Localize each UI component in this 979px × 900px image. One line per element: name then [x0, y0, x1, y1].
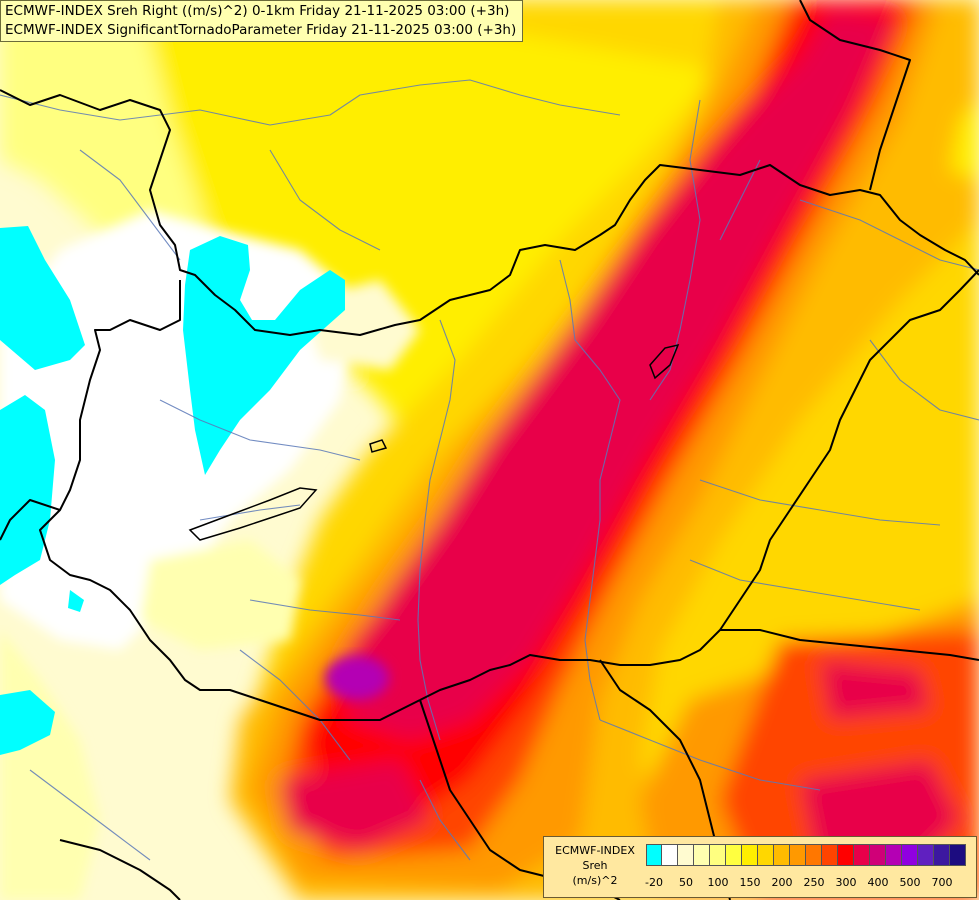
legend-swatch — [822, 844, 838, 866]
legend-swatch — [742, 844, 758, 866]
legend-tick-label: 50 — [679, 876, 693, 889]
legend-swatch — [838, 844, 854, 866]
lakes — [188, 343, 680, 541]
legend-tick-label: 250 — [803, 876, 825, 889]
legend-swatch — [790, 844, 806, 866]
legend-tick-label: 400 — [867, 876, 889, 889]
legend-swatch — [886, 844, 902, 866]
legend-tick-label: 150 — [739, 876, 761, 889]
map-title: ECMWF-INDEX Sreh Right ((m/s)^2) 0-1km F… — [0, 0, 524, 42]
legend-line-3: (m/s)^2 — [572, 874, 618, 887]
legend-line-1: ECMWF-INDEX — [555, 844, 635, 857]
legend-swatch — [678, 844, 694, 866]
legend-swatch — [710, 844, 726, 866]
title-line-2: ECMWF-INDEX SignificantTornadoParameter … — [5, 22, 517, 38]
legend-line-2: Sreh — [582, 859, 608, 872]
color-legend: ECMWF-INDEX Sreh (m/s)^2 -20 50 100 150 200 2… — [543, 836, 977, 898]
legend-swatch — [934, 844, 950, 866]
legend-tick-label: 300 — [835, 876, 857, 889]
legend-swatch — [758, 844, 774, 866]
legend-swatch — [694, 844, 710, 866]
legend-swatch — [806, 844, 822, 866]
legend-swatch — [918, 844, 934, 866]
legend-swatch — [854, 844, 870, 866]
legend-title: ECMWF-INDEX Sreh (m/s)^2 — [546, 843, 644, 888]
legend-swatch — [870, 844, 886, 866]
legend-swatch — [902, 844, 918, 866]
legend-swatch — [726, 844, 742, 866]
legend-swatch — [950, 844, 966, 866]
legend-swatch — [662, 844, 678, 866]
legend-tick-label: 700 — [931, 876, 953, 889]
legend-swatches — [646, 844, 966, 866]
legend-tick-label: 100 — [707, 876, 729, 889]
legend-tick-label: 200 — [771, 876, 793, 889]
legend-tick-label: 500 — [899, 876, 921, 889]
legend-swatch — [646, 844, 662, 866]
rivers — [0, 79, 979, 861]
legend-swatch — [774, 844, 790, 866]
title-line-1: ECMWF-INDEX Sreh Right ((m/s)^2) 0-1km F… — [5, 3, 510, 19]
negative-sreh-areas — [0, 226, 345, 755]
legend-tick-label: -20 — [645, 876, 663, 889]
